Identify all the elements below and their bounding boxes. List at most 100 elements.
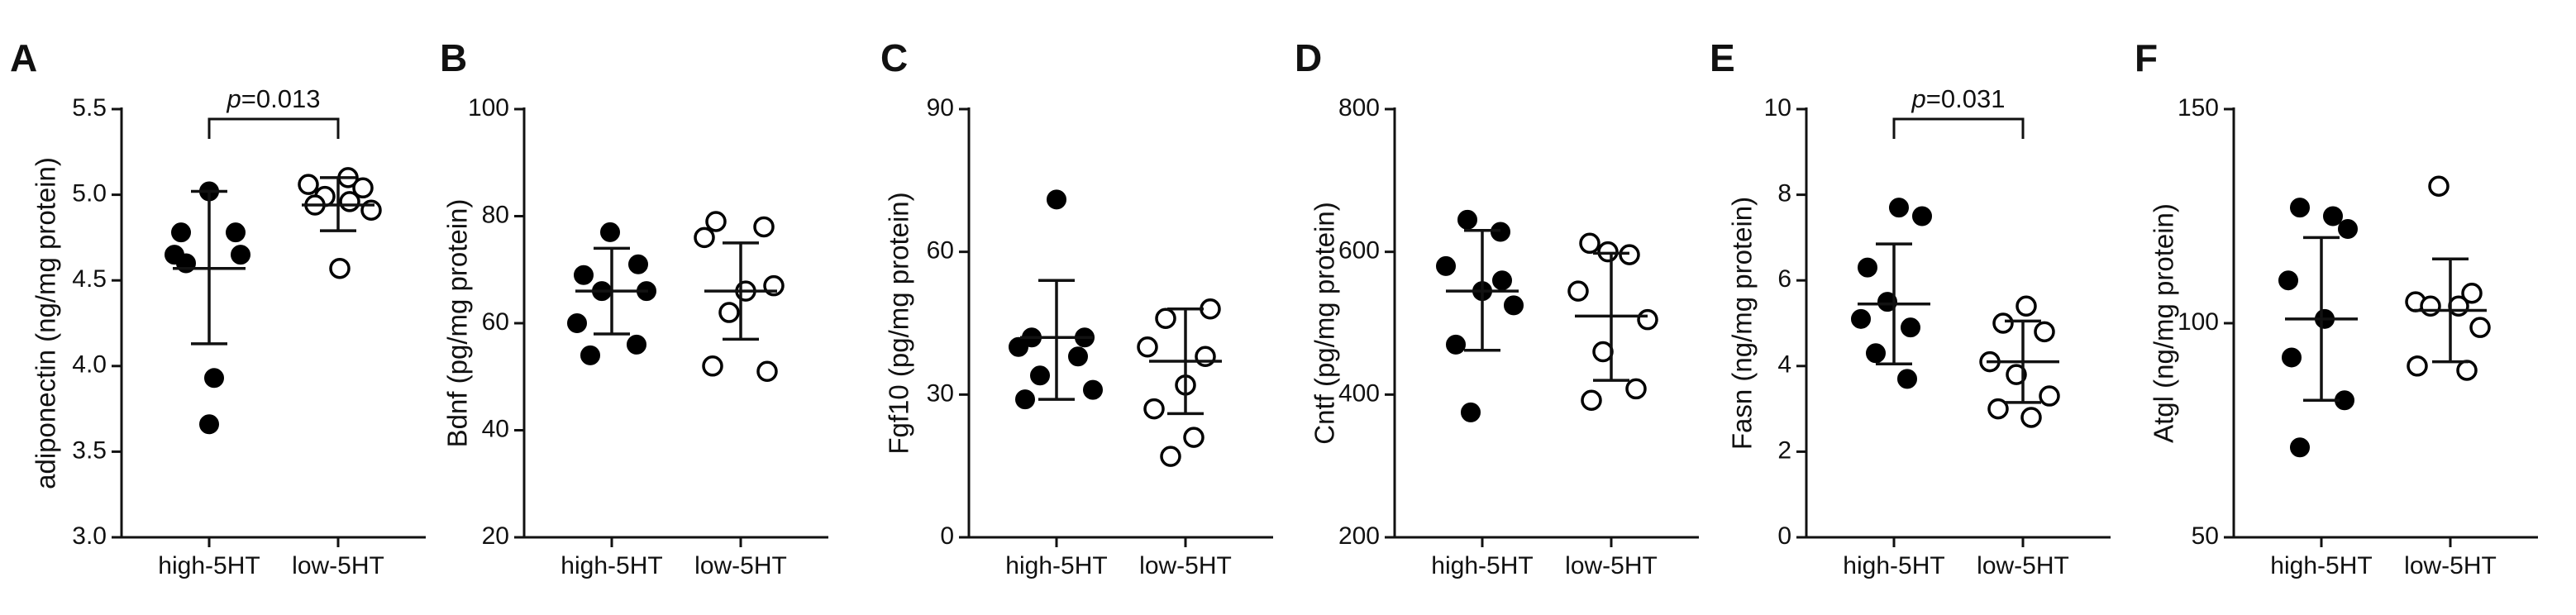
series-high-5ht — [1009, 189, 1103, 410]
panel-letter: F — [2135, 36, 2158, 79]
data-point — [718, 302, 740, 323]
x-category-label: low-5HT — [292, 552, 384, 579]
data-point — [702, 355, 723, 377]
series-high-5ht — [1436, 209, 1524, 422]
y-tick-label: 8 — [1777, 180, 1791, 207]
data-point — [1579, 232, 1600, 255]
data-point — [204, 368, 224, 389]
series-low-5ht — [298, 167, 382, 279]
data-point — [226, 222, 246, 243]
data-point — [2278, 270, 2298, 291]
data-point — [1083, 379, 1103, 400]
x-category-label: high-5HT — [1843, 552, 1944, 579]
y-tick-label: 60 — [927, 237, 954, 265]
series-high-5ht — [1851, 198, 1932, 389]
data-point — [1851, 308, 1871, 329]
y-tick-label: 200 — [1338, 522, 1380, 550]
y-axis-title: Bdnf (pg/mg protein) — [442, 199, 473, 448]
data-point — [1436, 255, 1456, 276]
series-high-5ht — [567, 222, 656, 365]
y-tick-label: 5.5 — [72, 94, 107, 122]
data-point — [2015, 295, 2037, 317]
data-point — [1030, 365, 1050, 386]
y-tick-label: 90 — [927, 94, 954, 122]
data-point — [2323, 206, 2343, 226]
series-low-5ht — [1979, 295, 2060, 428]
data-point — [580, 345, 600, 365]
data-point — [2282, 347, 2302, 368]
y-tick-label: 0 — [1777, 522, 1791, 550]
x-category-label: low-5HT — [694, 552, 787, 579]
data-point — [329, 257, 351, 279]
data-point — [1047, 189, 1066, 210]
series-high-5ht — [165, 181, 250, 435]
data-point — [1457, 209, 1477, 230]
data-point — [694, 226, 715, 249]
data-point — [1877, 292, 1897, 312]
x-category-label: high-5HT — [2270, 552, 2372, 579]
y-tick-label: 10 — [1764, 94, 1791, 122]
y-tick-label: 3.5 — [72, 436, 107, 464]
data-point — [1504, 295, 1524, 316]
y-axis-title: Fasn (ng/mg protein) — [1727, 197, 1758, 450]
y-tick-label: 400 — [1338, 379, 1380, 407]
series-low-5ht — [1137, 298, 1222, 467]
data-point — [1155, 308, 1176, 329]
data-point — [231, 245, 250, 265]
y-tick-label: 4.0 — [72, 351, 107, 379]
y-tick-label: 100 — [468, 94, 509, 122]
y-tick-label: 150 — [2178, 94, 2219, 122]
x-category-label: low-5HT — [1977, 552, 2069, 579]
y-axis-title: Fgf10 (pg/mg protein) — [884, 192, 914, 454]
y-tick-label: 20 — [482, 522, 509, 550]
series-low-5ht — [1567, 232, 1658, 411]
data-point — [1625, 378, 1647, 400]
p-value: =0.031 — [1926, 84, 2006, 113]
significance-bracket — [208, 117, 340, 139]
data-point — [567, 313, 587, 333]
series-high-5ht — [2278, 198, 2358, 458]
y-tick-label: 4.5 — [72, 265, 107, 293]
data-point — [753, 216, 775, 238]
x-category-label: high-5HT — [1431, 552, 1533, 579]
significance-label: p=0.013 — [227, 84, 321, 113]
y-tick-label: 50 — [2192, 522, 2219, 550]
data-point — [2039, 385, 2060, 407]
data-point — [1637, 308, 1658, 331]
y-tick-label: 800 — [1338, 94, 1380, 122]
x-category-label: high-5HT — [561, 552, 662, 579]
data-point — [199, 414, 219, 435]
data-point — [574, 265, 594, 285]
series-low-5ht — [694, 211, 785, 383]
y-tick-label: 5.0 — [72, 180, 107, 207]
data-point — [1015, 389, 1035, 410]
data-point — [1137, 336, 1158, 358]
significance-label: p=0.031 — [1911, 84, 2006, 113]
data-point — [1987, 398, 2009, 420]
y-tick-label: 100 — [2178, 308, 2219, 336]
data-point — [756, 360, 778, 383]
y-tick-label: 30 — [927, 379, 954, 407]
series-low-5ht — [2405, 175, 2491, 381]
p-symbol: p — [227, 84, 241, 113]
data-point — [1992, 312, 2014, 334]
y-tick-label: 80 — [482, 201, 509, 228]
panel-letter: C — [880, 36, 908, 79]
y-tick-label: 2 — [1777, 436, 1791, 464]
panel-f: F Atgl (ng/mg protein) 50 100 150 high-5HT low… — [2135, 36, 2538, 579]
data-point — [1912, 206, 1932, 226]
data-point — [2428, 175, 2450, 197]
data-point — [1866, 343, 1886, 364]
data-point — [339, 191, 360, 212]
data-point — [1200, 298, 1221, 320]
y-tick-label: 40 — [482, 415, 509, 442]
p-symbol: p — [1911, 84, 1926, 113]
data-point — [352, 177, 374, 199]
panel-letter: E — [1710, 36, 1735, 79]
data-point — [298, 174, 319, 195]
data-point — [705, 211, 727, 232]
y-tick-label: 3.0 — [72, 522, 107, 550]
data-point — [1858, 257, 1877, 278]
